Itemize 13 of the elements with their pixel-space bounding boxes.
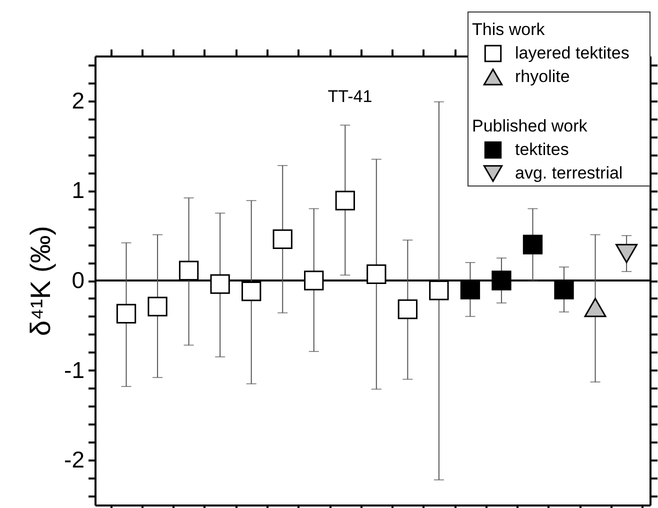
legend-label: layered tektites [515,44,630,62]
annotation: TT-41 [328,87,372,106]
legend-label: rhyolite [515,67,570,86]
y-tick-label: -2 [64,446,84,473]
y-axis-title: δ⁴¹K (‰) [25,226,56,336]
y-tick-label: 1 [72,177,84,204]
legend-label: avg. terrestrial [515,164,623,182]
legend-title: This work [472,20,546,39]
y-tick-label: 2 [72,87,84,114]
y-tick-label: 0 [72,267,84,293]
y-tick-label: -1 [64,356,84,383]
legend-label: tektites [515,140,569,159]
annotation: Published work [472,116,588,136]
